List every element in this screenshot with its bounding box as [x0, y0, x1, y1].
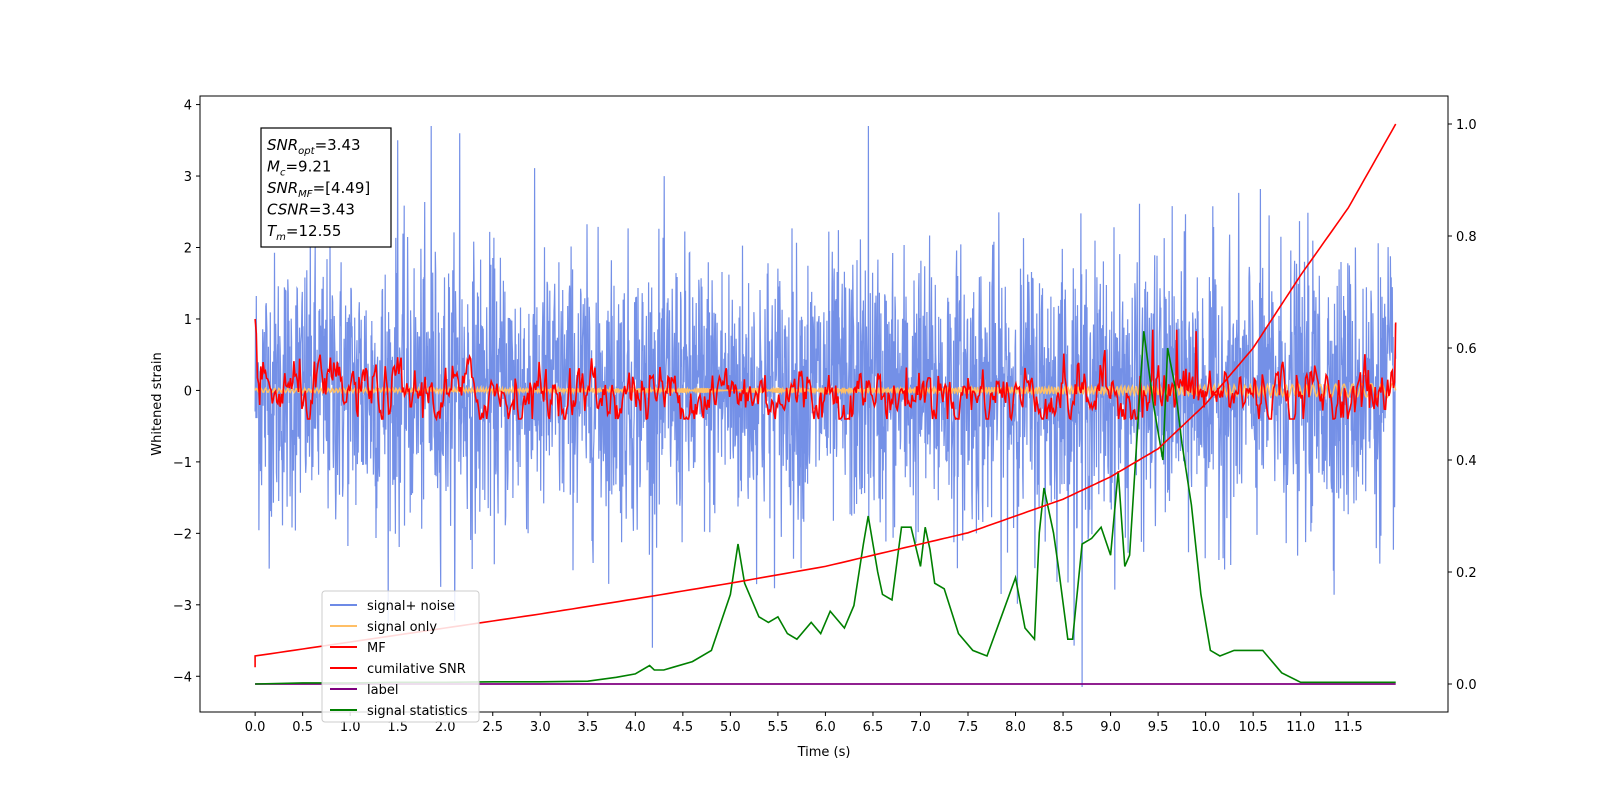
- y-axis-label: Whitened strain: [150, 352, 165, 455]
- y-tick-label: 1: [184, 313, 192, 328]
- y-tick-label: −2: [173, 527, 192, 542]
- x-tick-label: 0.0: [245, 720, 266, 735]
- y2-tick-label: 0.4: [1456, 454, 1477, 469]
- y2-tick-label: 1.0: [1456, 118, 1477, 133]
- x-tick-label: 8.5: [1053, 720, 1074, 735]
- legend-item-label: signal only: [367, 620, 437, 635]
- series-signal-statistics-line: [255, 331, 1396, 685]
- x-tick-label: 5.0: [720, 720, 741, 735]
- annotation-line: Mc=9.21: [267, 158, 331, 179]
- y-tick-label: −4: [173, 670, 192, 685]
- y-tick-label: −3: [173, 599, 192, 614]
- x-tick-label: 9.5: [1148, 720, 1169, 735]
- x-tick-label: 7.5: [958, 720, 979, 735]
- annotation-frame: [260, 127, 392, 248]
- x-tick-label: 1.5: [387, 720, 408, 735]
- x-tick-label: 6.5: [863, 720, 884, 735]
- annotation-line: CSNR=3.43: [267, 201, 355, 219]
- y-tick-label: 2: [184, 241, 192, 256]
- x-tick-label: 9.0: [1100, 720, 1121, 735]
- x-axis-label: Time (s): [797, 745, 851, 760]
- x-tick-label: 5.5: [768, 720, 789, 735]
- x-tick-label: 1.0: [340, 720, 361, 735]
- annotation-line: SNRopt=3.43: [267, 136, 361, 157]
- x-tick-label: 11.0: [1286, 720, 1315, 735]
- legend-item-label: MF: [367, 641, 386, 656]
- x-tick-label: 2.0: [435, 720, 456, 735]
- legend-item-label: signal+ noise: [367, 599, 455, 614]
- legend-frame: [321, 590, 480, 723]
- x-tick-label: 10.0: [1191, 720, 1220, 735]
- y2-tick-label: 0.2: [1456, 566, 1477, 581]
- y-tick-label: 3: [184, 170, 192, 185]
- y2-tick-label: 0.0: [1456, 678, 1477, 693]
- x-tick-label: 3.0: [530, 720, 551, 735]
- x-tick-label: 4.5: [673, 720, 694, 735]
- y-axis-right: 0.0 0.2 0.4 0.6 0.8 1.0: [1448, 118, 1477, 693]
- legend: signal+ noise signal only MF cumilative SNR…: [321, 590, 480, 723]
- annotation-line: Tm=12.55: [267, 222, 341, 243]
- plot-frame: [199, 95, 1449, 713]
- x-tick-label: 3.5: [577, 720, 598, 735]
- x-tick-label: 8.0: [1005, 720, 1026, 735]
- legend-item-label: label: [367, 683, 398, 698]
- y-axis-left: −4 −3 −2 −1 0 1 2 3 4: [173, 99, 200, 685]
- y2-tick-label: 0.8: [1456, 230, 1477, 245]
- x-tick-label: 4.0: [625, 720, 646, 735]
- x-tick-label: 10.5: [1239, 720, 1268, 735]
- x-axis: 0.0 0.5 1.0 1.5 2.0 2.5 3.0 3.5 4.0 4.5 5.0 5.5 6.0 6…: [245, 712, 1363, 735]
- series-mf-line: [254, 318, 1397, 422]
- x-tick-label: 0.5: [292, 720, 313, 735]
- legend-item-label: cumilative SNR: [367, 662, 466, 677]
- y-tick-label: 4: [184, 99, 192, 114]
- x-tick-label: 2.5: [482, 720, 503, 735]
- y-tick-label: −1: [173, 456, 192, 471]
- y-tick-label: 0: [184, 384, 192, 399]
- y2-tick-label: 0.6: [1456, 342, 1477, 357]
- x-tick-label: 11.5: [1334, 720, 1363, 735]
- legend-item-label: signal statistics: [367, 704, 468, 719]
- x-tick-label: 7.0: [910, 720, 931, 735]
- annotation-line: SNRMF=[4.49]: [267, 179, 370, 200]
- x-tick-label: 6.0: [815, 720, 836, 735]
